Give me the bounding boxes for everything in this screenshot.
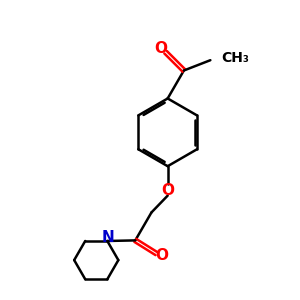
Text: O: O [155,41,168,56]
Text: N: N [101,230,114,245]
Text: O: O [155,248,168,263]
Text: O: O [161,183,174,198]
Text: CH₃: CH₃ [221,51,249,65]
